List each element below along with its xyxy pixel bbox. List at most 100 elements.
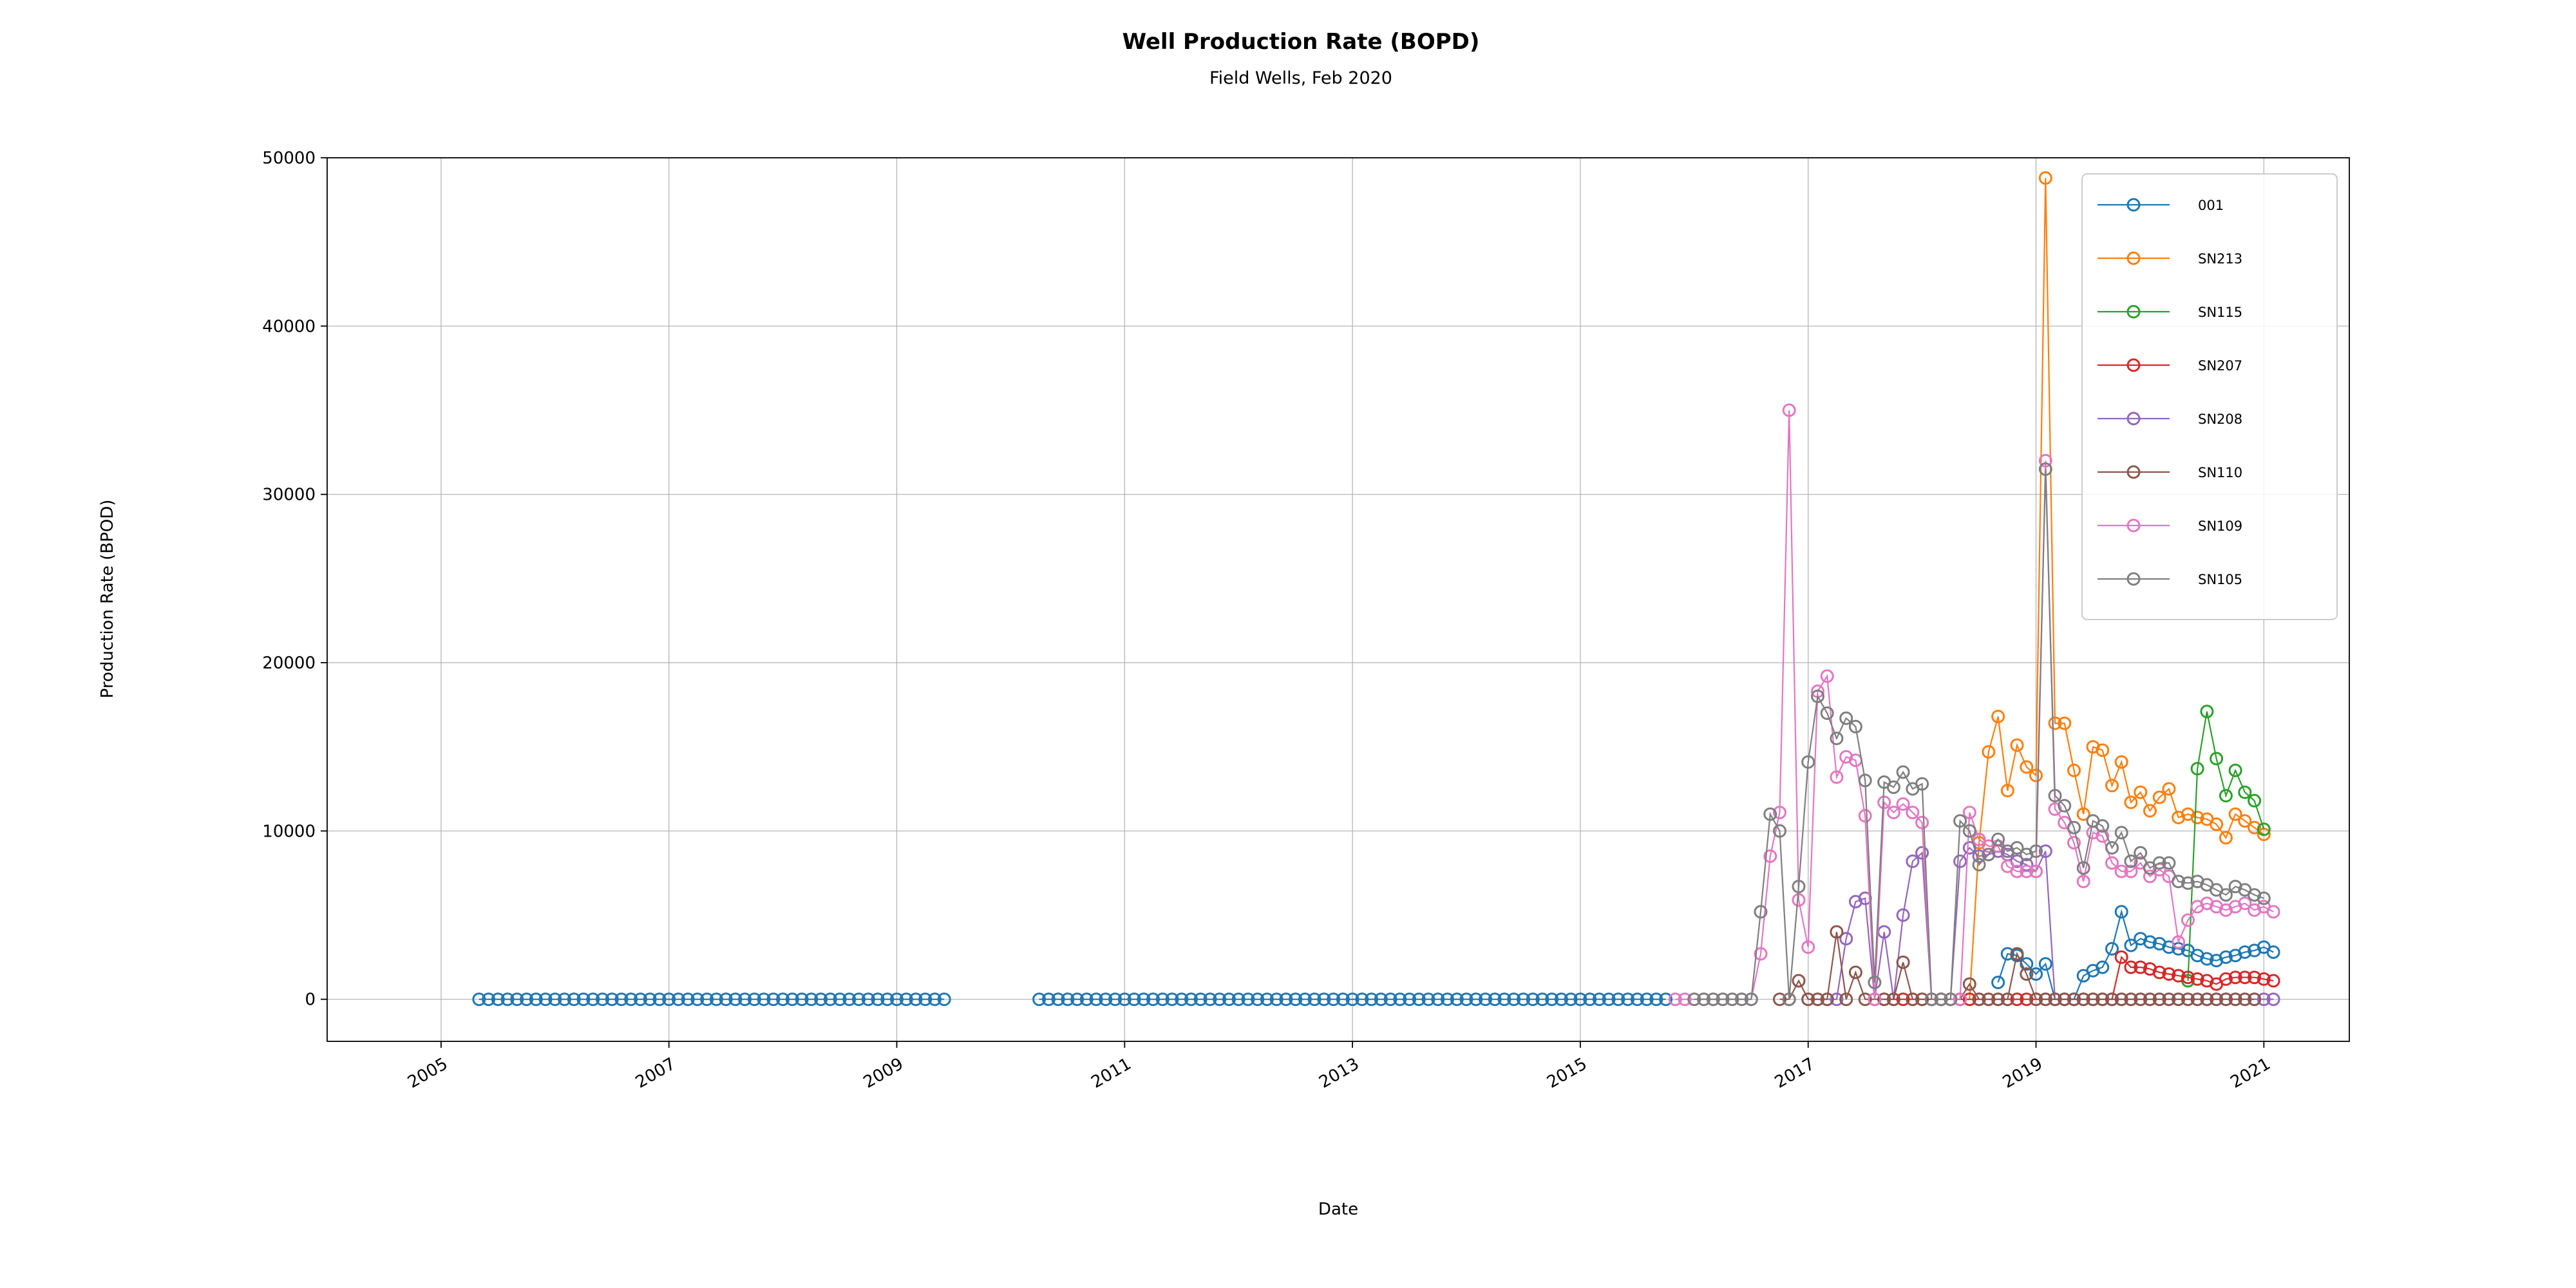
x-tick-label: 2017 bbox=[1772, 1054, 1818, 1092]
data-point-sn105 bbox=[1811, 689, 1824, 703]
data-point-sn115 bbox=[2257, 822, 2271, 837]
legend-swatch-marker bbox=[2126, 198, 2141, 212]
y-tick-label: 10000 bbox=[262, 822, 316, 841]
data-point-sn110 bbox=[2010, 947, 2024, 961]
data-point-sn213 bbox=[2210, 817, 2224, 831]
legend-swatch-marker bbox=[2126, 358, 2141, 372]
data-point-sn213 bbox=[2105, 779, 2119, 793]
data-point-sn110 bbox=[2219, 992, 2233, 1007]
data-point-sn110 bbox=[1839, 992, 1853, 1007]
data-point-sn105 bbox=[2038, 462, 2052, 476]
data-point-001 bbox=[1051, 992, 1065, 1007]
data-point-001 bbox=[596, 992, 609, 1007]
data-point-001 bbox=[1251, 992, 1265, 1007]
data-point-001 bbox=[1041, 992, 1056, 1007]
data-point-001 bbox=[728, 992, 743, 1007]
data-point-001 bbox=[529, 992, 543, 1007]
data-point-sn207 bbox=[2010, 992, 2024, 1007]
data-point-sn109 bbox=[1801, 940, 1815, 954]
data-point-001 bbox=[795, 992, 809, 1007]
data-point-001 bbox=[871, 992, 885, 1007]
legend-swatch-marker bbox=[2126, 305, 2141, 319]
data-point-001 bbox=[2114, 905, 2128, 919]
data-point-001 bbox=[1602, 992, 1616, 1007]
series-001 bbox=[472, 905, 2280, 1007]
data-point-001 bbox=[1032, 992, 1046, 1007]
data-point-001 bbox=[1222, 992, 1236, 1007]
data-point-001 bbox=[1431, 992, 1445, 1007]
y-axis-label: Production Rate (BPOD) bbox=[98, 500, 117, 699]
data-point-sn110 bbox=[1877, 992, 1891, 1007]
data-point-sn105 bbox=[1972, 858, 1986, 872]
data-point-sn105 bbox=[1792, 880, 1806, 894]
legend-label: SN115 bbox=[2198, 305, 2242, 320]
data-point-sn208 bbox=[2266, 992, 2280, 1007]
data-point-sn105 bbox=[2172, 875, 2186, 889]
data-point-001 bbox=[1327, 992, 1341, 1007]
data-point-sn105 bbox=[2134, 846, 2148, 860]
data-point-001 bbox=[1079, 992, 1094, 1007]
data-point-sn213 bbox=[2228, 807, 2242, 821]
data-point-sn105 bbox=[1773, 824, 1786, 838]
data-point-001 bbox=[890, 992, 904, 1007]
data-point-001 bbox=[1127, 992, 1141, 1007]
data-point-001 bbox=[614, 992, 629, 1007]
x-tick-label: 2019 bbox=[2000, 1054, 2046, 1092]
data-point-001 bbox=[1383, 992, 1397, 1007]
data-point-001 bbox=[2266, 945, 2280, 959]
legend-label: SN109 bbox=[2198, 518, 2242, 534]
legend-label: SN213 bbox=[2198, 251, 2242, 267]
data-point-sn109 bbox=[1820, 669, 1834, 683]
data-point-sn105 bbox=[2010, 841, 2024, 855]
data-point-sn110 bbox=[2105, 992, 2119, 1007]
data-point-sn213 bbox=[2029, 768, 2043, 782]
data-point-001 bbox=[1441, 992, 1454, 1007]
legend-swatch-marker bbox=[2126, 518, 2141, 533]
legend-swatch-marker bbox=[2126, 465, 2141, 479]
data-point-001 bbox=[1345, 992, 1359, 1007]
data-point-sn213 bbox=[2190, 810, 2204, 824]
data-point-001 bbox=[576, 992, 591, 1007]
data-point-sn105 bbox=[2152, 856, 2166, 870]
data-point-001 bbox=[804, 992, 819, 1007]
data-point-sn110 bbox=[1801, 992, 1815, 1007]
data-point-sn105 bbox=[1697, 992, 1711, 1007]
data-point-001 bbox=[823, 992, 837, 1007]
data-point-sn213 bbox=[2058, 716, 2072, 730]
data-point-sn105 bbox=[1763, 807, 1777, 821]
data-point-001 bbox=[709, 992, 723, 1007]
data-point-sn105 bbox=[1858, 773, 1872, 788]
data-point-sn110 bbox=[2181, 992, 2195, 1007]
data-point-sn110 bbox=[1820, 992, 1834, 1007]
data-point-sn110 bbox=[1858, 992, 1872, 1007]
data-point-001 bbox=[1450, 992, 1464, 1007]
data-point-sn213 bbox=[2067, 763, 2081, 777]
data-point-sn207 bbox=[1962, 992, 1976, 1007]
data-point-sn110 bbox=[1982, 992, 1996, 1007]
x-tick-label: 2007 bbox=[632, 1054, 679, 1092]
data-point-001 bbox=[510, 992, 524, 1007]
data-point-sn105 bbox=[1820, 706, 1834, 720]
data-point-001 bbox=[1213, 992, 1227, 1007]
data-point-sn110 bbox=[2076, 992, 2090, 1007]
data-point-001 bbox=[766, 992, 781, 1007]
legend-item-sn213: SN213 bbox=[2098, 251, 2242, 267]
data-point-001 bbox=[1630, 992, 1644, 1007]
data-point-sn213 bbox=[2238, 814, 2252, 828]
data-point-001 bbox=[1175, 992, 1189, 1007]
data-point-001 bbox=[624, 992, 638, 1007]
data-point-sn109 bbox=[2029, 864, 2043, 878]
data-point-sn110 bbox=[2210, 992, 2224, 1007]
data-point-001 bbox=[1573, 992, 1587, 1007]
data-point-sn105 bbox=[1725, 992, 1739, 1007]
series-sn105 bbox=[1687, 462, 2271, 1007]
data-point-001 bbox=[1545, 992, 1559, 1007]
series-layer bbox=[472, 171, 2280, 1007]
legend-item-sn105: SN105 bbox=[2098, 572, 2242, 587]
data-point-001 bbox=[937, 992, 951, 1007]
data-point-sn115 bbox=[2248, 793, 2262, 808]
data-point-001 bbox=[1317, 992, 1331, 1007]
legend-swatch-marker bbox=[2126, 572, 2141, 586]
data-point-sn213 bbox=[2114, 755, 2128, 769]
data-point-sn109 bbox=[2152, 862, 2166, 876]
